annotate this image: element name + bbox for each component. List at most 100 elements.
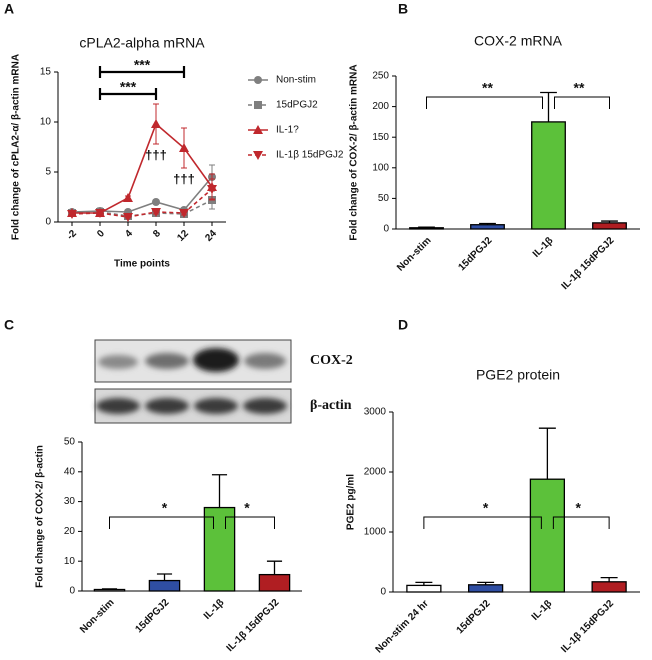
point [95,209,105,218]
legend-marker [254,76,262,84]
blot-actin [94,388,292,424]
y-tick-label: 15 [40,67,52,78]
panel-letter: A [4,1,14,17]
panel-letter: D [398,317,408,333]
y-axis-label: Fold change of cPLA2-α/ β-actin mRNA [11,54,22,240]
error-bar [211,474,228,508]
y-axis-label: PGE2 pg/ml [346,474,357,530]
panel-letter: C [4,317,14,333]
point [179,143,189,152]
x-tick-label: 8 [151,228,163,240]
annotation: ††† [145,147,167,162]
y-tick-label: 100 [372,162,389,173]
bar [529,478,566,593]
x-tick-label: IL-1β 15dPGJ2 [559,598,616,655]
significance-label: ** [574,80,585,96]
chart-title: COX-2 mRNA [474,33,563,49]
bar [409,227,444,230]
series-line [71,176,213,213]
x-tick-label: IL-1β 15dPGJ2 [225,597,282,654]
point [151,208,161,217]
significance-bracket [552,516,610,529]
bar [93,588,126,592]
y-tick-label: 40 [64,466,76,477]
y-tick-label: 0 [45,217,51,228]
bar [531,121,566,230]
x-tick-label: IL-1β [531,235,556,260]
y-tick-label: 250 [372,71,389,82]
bar [406,584,442,593]
significance-label: * [244,500,250,516]
annotation: ††† [173,171,195,186]
y-tick-label: 0 [383,224,389,235]
bar [203,506,236,592]
x-axis-label: Time points [114,259,170,270]
x-tick-label: IL-1β 15dPGJ2 [560,235,617,292]
x-tick-label: 12 [175,228,191,244]
y-tick-label: 50 [378,193,390,204]
blot-cox2 [94,339,292,383]
significance-bracket [109,516,214,529]
point [151,119,161,128]
y-tick-label: 30 [64,496,76,507]
error-bar [156,573,173,581]
point [207,185,217,194]
bar [592,222,627,230]
chart-title: PGE2 protein [476,367,560,383]
x-tick-label: IL-1β [530,598,555,623]
blot-label: COX-2 [310,353,353,368]
y-axis-label: Fold change of COX-2/ β-actin [35,445,46,588]
y-tick-label: 150 [372,132,389,143]
point [67,210,77,219]
error-bar [538,427,556,480]
bar [470,224,505,230]
legend-label: IL-1? [276,125,299,136]
point [123,213,133,222]
legend-marker [253,125,263,134]
y-axis-label: Fold change of COX-2/ β-actin mRNA [349,64,360,240]
point [179,209,189,218]
significance-label: * [576,500,582,516]
significance-label: ** [482,80,493,96]
series-line [71,188,213,218]
error-bar [540,91,557,122]
bar [467,584,504,593]
x-tick-label: 4 [123,228,135,240]
significance-label: *** [134,57,151,73]
x-tick-label: 15dPGJ2 [133,597,171,635]
x-tick-label: 15dPGJ2 [456,235,494,273]
y-tick-label: 0 [380,587,386,598]
x-tick-label: Non-stim [78,597,116,635]
significance-bracket [423,516,542,529]
significance-bracket [426,96,543,109]
point [152,198,160,206]
x-tick-label: 15dPGJ2 [455,598,493,636]
legend-marker [253,151,263,160]
significance-bracket [554,96,610,109]
y-tick-label: 2000 [364,467,387,478]
x-tick-label: -2 [65,228,79,242]
y-tick-label: 3000 [364,407,387,418]
y-tick-label: 5 [45,167,51,178]
significance-label: * [162,500,168,516]
significance-bracket [225,516,275,529]
legend-label: Non-stim [276,75,316,86]
legend-label: IL-1β 15dPGJ2 [276,150,344,161]
x-tick-label: 24 [203,228,219,244]
blot-label: β-actin [310,398,352,413]
x-tick-label: 0 [95,228,107,240]
y-tick-label: 0 [69,586,75,597]
x-tick-label: Non-stim 24 hr [374,598,431,655]
y-tick-label: 10 [64,556,76,567]
legend-marker [254,101,262,109]
bar [148,579,181,592]
error-bar [600,576,618,582]
point [123,193,133,202]
significance-bracket [98,66,186,78]
x-tick-label: Non-stim [395,235,433,273]
series-line [72,122,213,214]
y-tick-label: 20 [64,526,76,537]
x-tick-label: IL-1β [202,597,227,622]
significance-label: *** [120,79,137,95]
